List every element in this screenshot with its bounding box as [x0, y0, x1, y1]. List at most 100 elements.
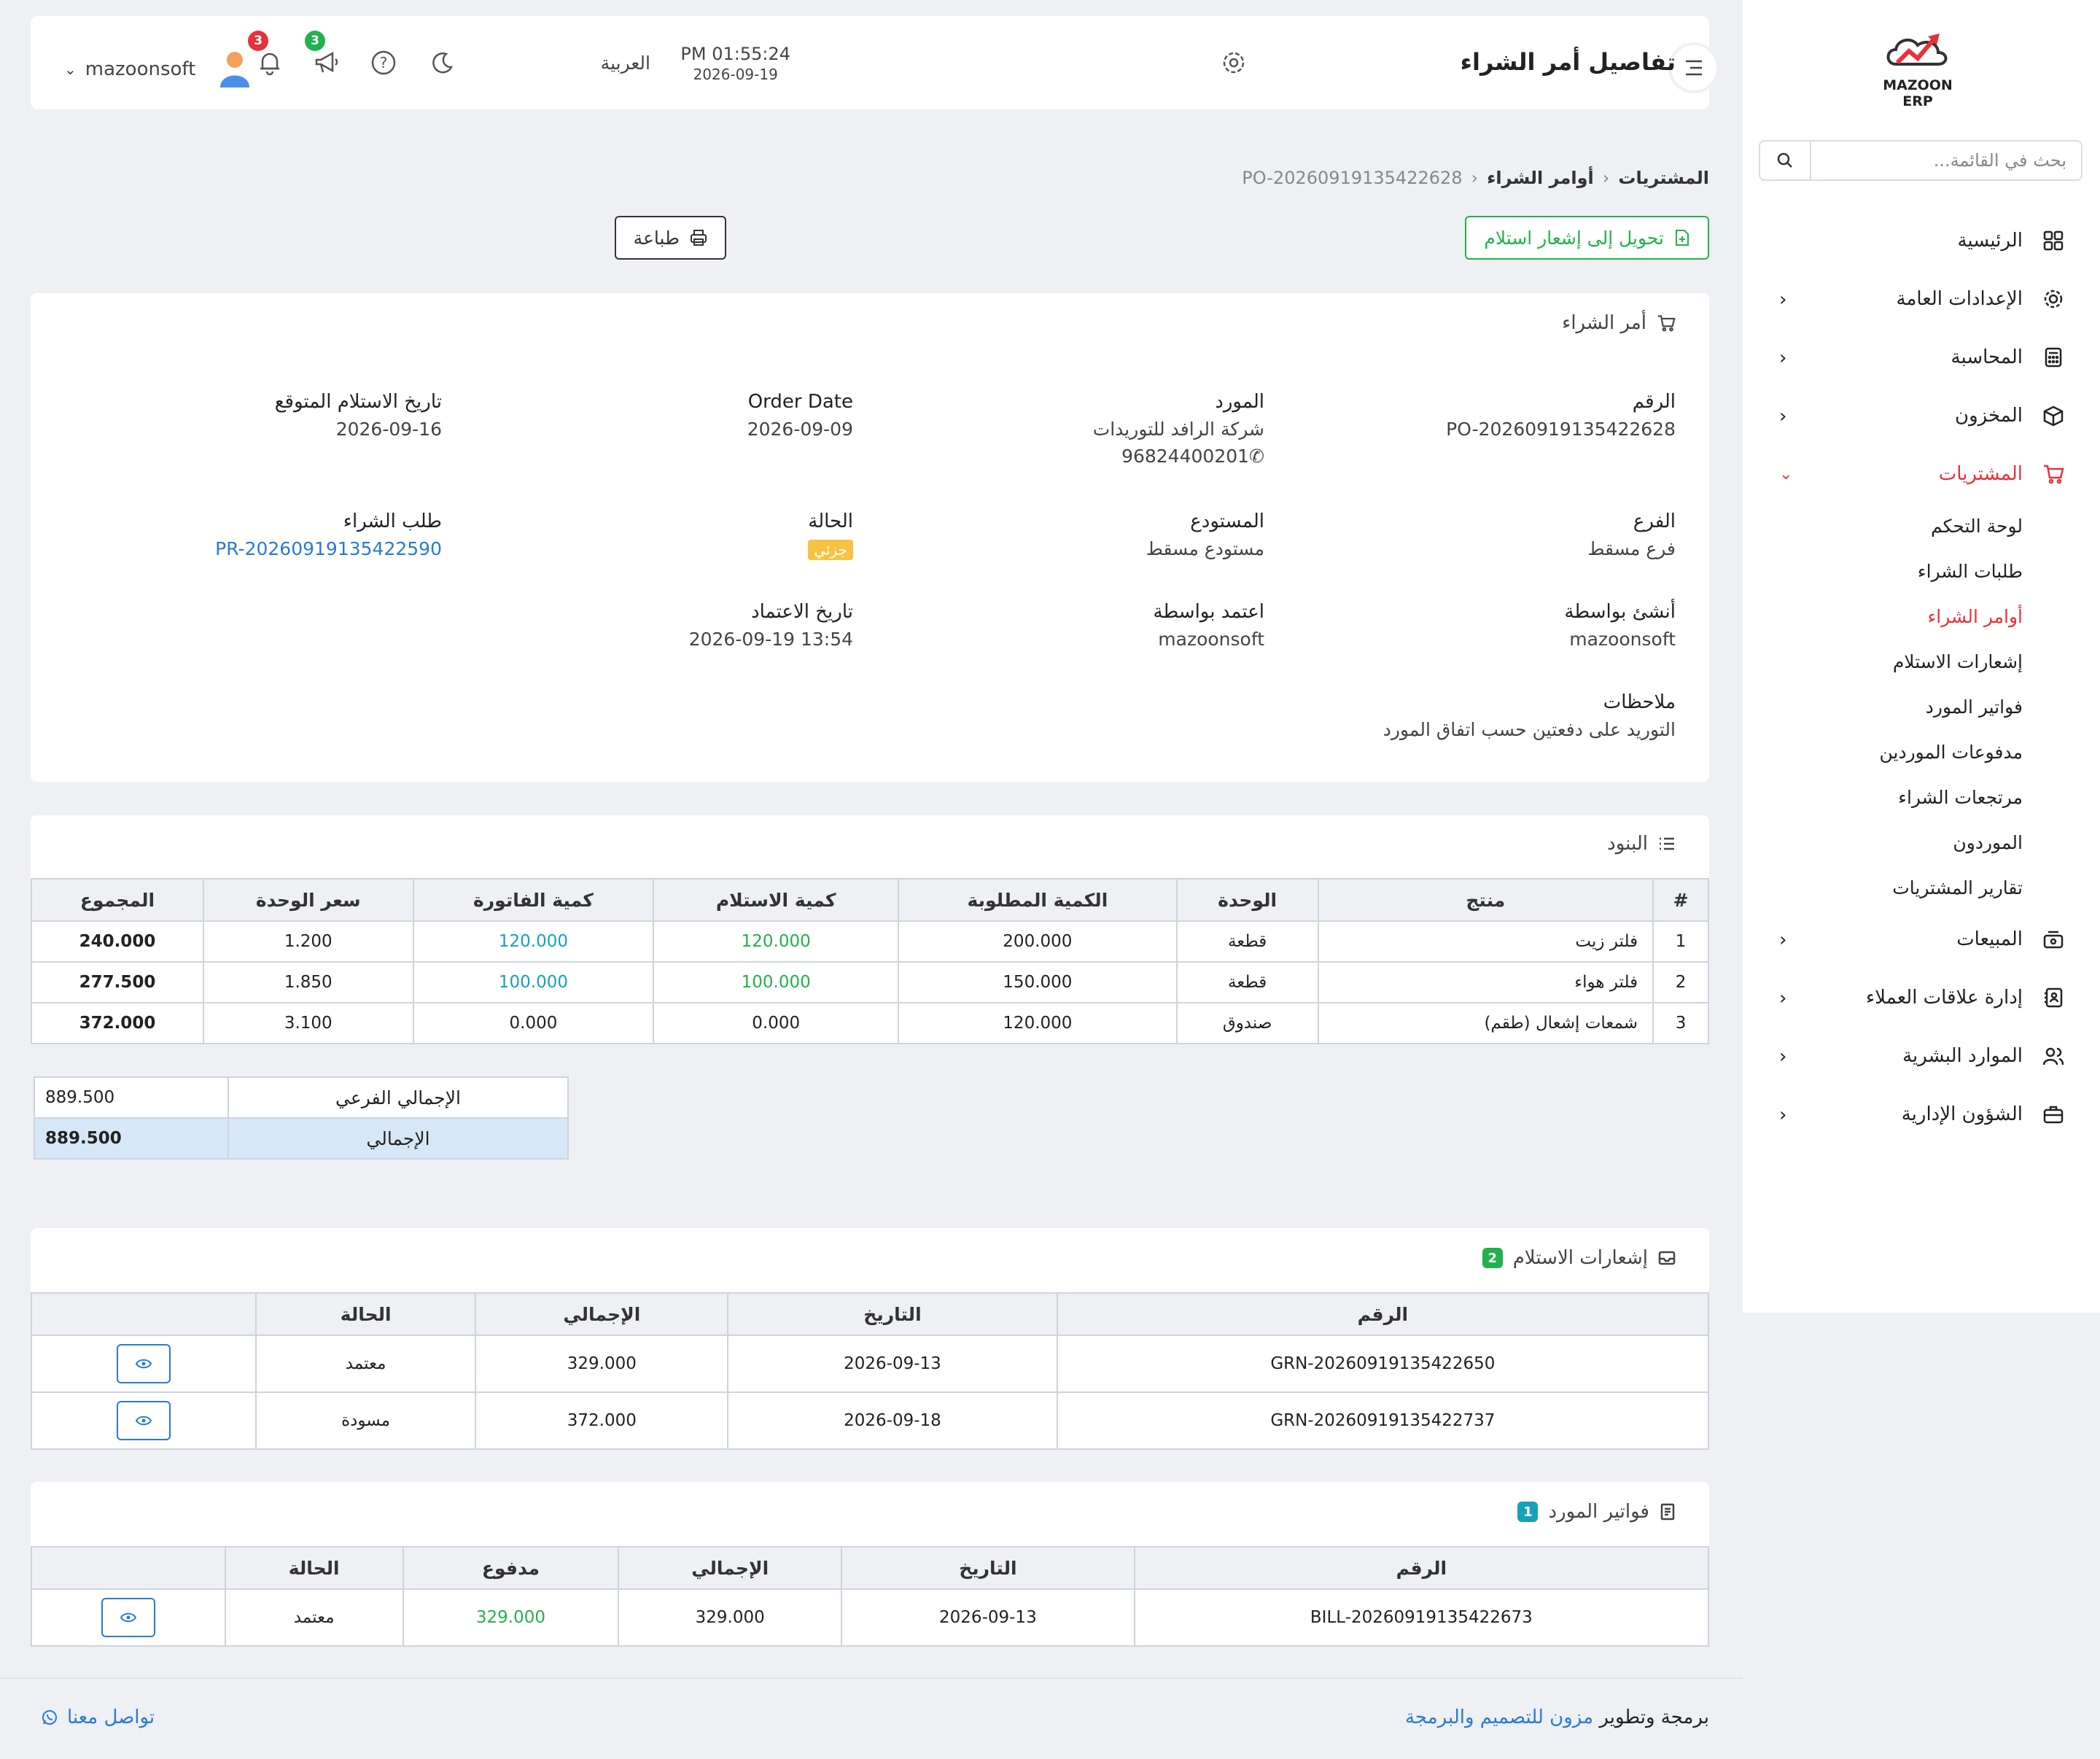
notifications-button[interactable]: 3 — [248, 31, 284, 77]
cell-ordered-qty: 150.000 — [898, 961, 1178, 1003]
breadcrumb-section[interactable]: أوامر الشراء — [1487, 168, 1594, 188]
cell-total: 329.000 — [475, 1335, 729, 1393]
subtotal-value: 889.500 — [34, 1076, 229, 1119]
submenu-item-receipts[interactable]: إشعارات الاستلام — [1892, 651, 2023, 672]
sidebar-item-accounting[interactable]: المحاسبة ‹ — [1743, 328, 2100, 387]
sidebar-toggle-button[interactable] — [1668, 42, 1719, 93]
field-order-date: Order Date 2026-09-09 — [445, 391, 853, 440]
receipt-icon — [1660, 1503, 1675, 1521]
sidebar-item-settings[interactable]: الإعدادات العامة ‹ — [1743, 270, 2100, 328]
cell-unit: قطعة — [1175, 961, 1319, 1003]
view-button[interactable] — [116, 1401, 171, 1440]
column-header: الرقم — [1056, 1292, 1710, 1336]
clock: PM 01:55:24 2026-09-19 — [680, 44, 790, 83]
settings-button[interactable] — [1219, 48, 1248, 77]
field-label: اعتمد بواسطة — [1153, 601, 1264, 623]
field-value: 2026-09-16 — [335, 419, 442, 440]
cell-product: فلتر زيت — [1317, 920, 1654, 963]
submenu-item-purchase-orders[interactable]: أوامر الشراء — [1927, 605, 2023, 627]
field-value: PO-20260919135422628 — [1446, 419, 1676, 440]
field-label: المستودع — [1190, 510, 1264, 532]
footer-prefix: برمجة وتطوير — [1599, 1706, 1709, 1728]
sidebar-item-label: المبيعات — [1956, 928, 2023, 950]
view-button[interactable] — [116, 1344, 171, 1383]
purchases-submenu: لوحة التحكم طلبات الشراء أوامر الشراء إش… — [1743, 503, 2100, 910]
total-label: الإجمالي — [228, 1117, 569, 1160]
sidebar-item-crm[interactable]: إدارة علاقات العملاء ‹ — [1743, 968, 2100, 1027]
cell-total: 329.000 — [618, 1588, 843, 1647]
sidebar-item-label: المحاسبة — [1951, 346, 2023, 368]
contact-label: تواصل معنا — [67, 1706, 155, 1728]
column-header: # — [1652, 878, 1709, 922]
column-header: التاريخ — [727, 1292, 1058, 1336]
company-link[interactable]: مزون للتصميم والبرمجة — [1404, 1706, 1594, 1728]
sidebar-item-purchases[interactable]: المشتريات ⌄ — [1743, 445, 2100, 503]
cell-number: BILL-20260919135422673 — [1133, 1588, 1710, 1647]
username: mazoonsoft — [85, 58, 196, 80]
sidebar-item-inventory[interactable]: المخزون ‹ — [1743, 387, 2100, 445]
search-icon[interactable] — [1760, 141, 1811, 179]
items-table: # منتج الوحدة الكمية المطلوبة كمية الاست… — [31, 878, 1709, 1044]
sidebar-item-admin[interactable]: الشؤون الإدارية ‹ — [1743, 1085, 2100, 1143]
submenu-item-suppliers[interactable]: الموردون — [1953, 831, 2023, 853]
field-value: التوريد على دفعتين حسب اتفاق المورد — [1382, 719, 1676, 740]
chevron-left-icon: ‹ — [1779, 929, 1787, 951]
briefcase-icon — [2040, 1101, 2066, 1127]
notifications-badge: 3 — [248, 31, 268, 51]
column-header: كمية الفاتورة — [412, 878, 655, 922]
help-button[interactable]: ? — [369, 48, 398, 77]
cell-unit: صندوق — [1175, 1002, 1319, 1044]
search-input[interactable]: بحث في القائمة... — [1933, 150, 2066, 171]
purchase-request-link[interactable]: PR-20260919135422590 — [215, 538, 442, 559]
sidebar-item-home[interactable]: الرئيسية — [1743, 211, 2100, 270]
submenu-item-purchase-requests[interactable]: طلبات الشراء — [1917, 560, 2023, 582]
column-header: الحالة — [224, 1546, 404, 1590]
menu-search[interactable]: بحث في القائمة... — [1759, 140, 2082, 181]
column-header — [31, 1546, 226, 1590]
submenu-item-supplier-bills[interactable]: فواتير المورد — [1925, 696, 2023, 718]
announcements-button[interactable]: 3 — [305, 31, 341, 77]
print-button-label: طباعة — [633, 227, 680, 249]
table-row: GRN-20260919135422737 2026-09-18 372.000… — [31, 1391, 1710, 1450]
sidebar-item-sales[interactable]: المبيعات ‹ — [1743, 910, 2100, 968]
chevron-left-icon: ‹ — [1779, 347, 1787, 369]
user-menu[interactable]: ⌄ mazoonsoft — [64, 50, 252, 89]
print-button[interactable]: طباعة — [614, 216, 726, 260]
grid-icon — [2040, 228, 2066, 254]
theme-toggle-button[interactable] — [427, 48, 456, 77]
whatsapp-icon — [42, 1710, 57, 1725]
sidebar-item-label: الرئيسية — [1957, 230, 2023, 252]
language-switch[interactable]: العربية — [600, 53, 650, 74]
contact-link[interactable]: تواصل معنا — [41, 1706, 155, 1728]
field-status: الحالة جزئي — [445, 510, 853, 560]
svg-text:?: ? — [380, 54, 388, 71]
card-title: فواتير المورد 1 — [1517, 1501, 1676, 1523]
breadcrumb-root[interactable]: المشتريات — [1618, 168, 1709, 188]
logo[interactable]: MAZOON ERP — [1867, 29, 1969, 109]
submenu-item-reports[interactable]: تقارير المشتريات — [1892, 877, 2023, 898]
sidebar-item-label: الإعدادات العامة — [1896, 288, 2023, 310]
column-header: منتج — [1317, 878, 1654, 922]
field-label: الرقم — [1632, 391, 1676, 413]
view-button[interactable] — [101, 1598, 155, 1637]
cell-number: GRN-20260919135422650 — [1056, 1335, 1710, 1393]
card-title-text: أمر الشراء — [1562, 312, 1646, 334]
column-header: كمية الاستلام — [653, 878, 900, 922]
sidebar-item-hr[interactable]: الموارد البشرية ‹ — [1743, 1027, 2100, 1085]
field-label: تاريخ الاعتماد — [751, 601, 853, 623]
supplier-phone[interactable]: ✆96824400201 — [856, 446, 1264, 467]
table-header-row: الرقم التاريخ الإجمالي الحالة — [31, 1292, 1710, 1336]
topbar: تفاصيل أمر الشراء PM 01:55:24 2026-09-19… — [31, 16, 1719, 109]
cart-icon — [2040, 461, 2066, 487]
submenu-item-purchase-returns[interactable]: مرتجعات الشراء — [1898, 786, 2023, 808]
receipts-table: الرقم التاريخ الإجمالي الحالة GRN-202609… — [31, 1292, 1710, 1450]
submenu-item-supplier-payments[interactable]: مدفوعات الموردين — [1879, 741, 2023, 763]
cell-total: 277.500 — [31, 961, 204, 1003]
column-header — [31, 1292, 257, 1336]
submenu-item-dashboard[interactable]: لوحة التحكم — [1930, 515, 2023, 537]
convert-to-receipt-button[interactable]: تحويل إلى إشعار استلام — [1465, 216, 1709, 260]
field-value: مستودع مسقط — [1146, 538, 1264, 559]
cell-actions — [31, 1391, 257, 1450]
cell-index: 1 — [1652, 920, 1709, 963]
cell-number: GRN-20260919135422737 — [1056, 1391, 1710, 1450]
